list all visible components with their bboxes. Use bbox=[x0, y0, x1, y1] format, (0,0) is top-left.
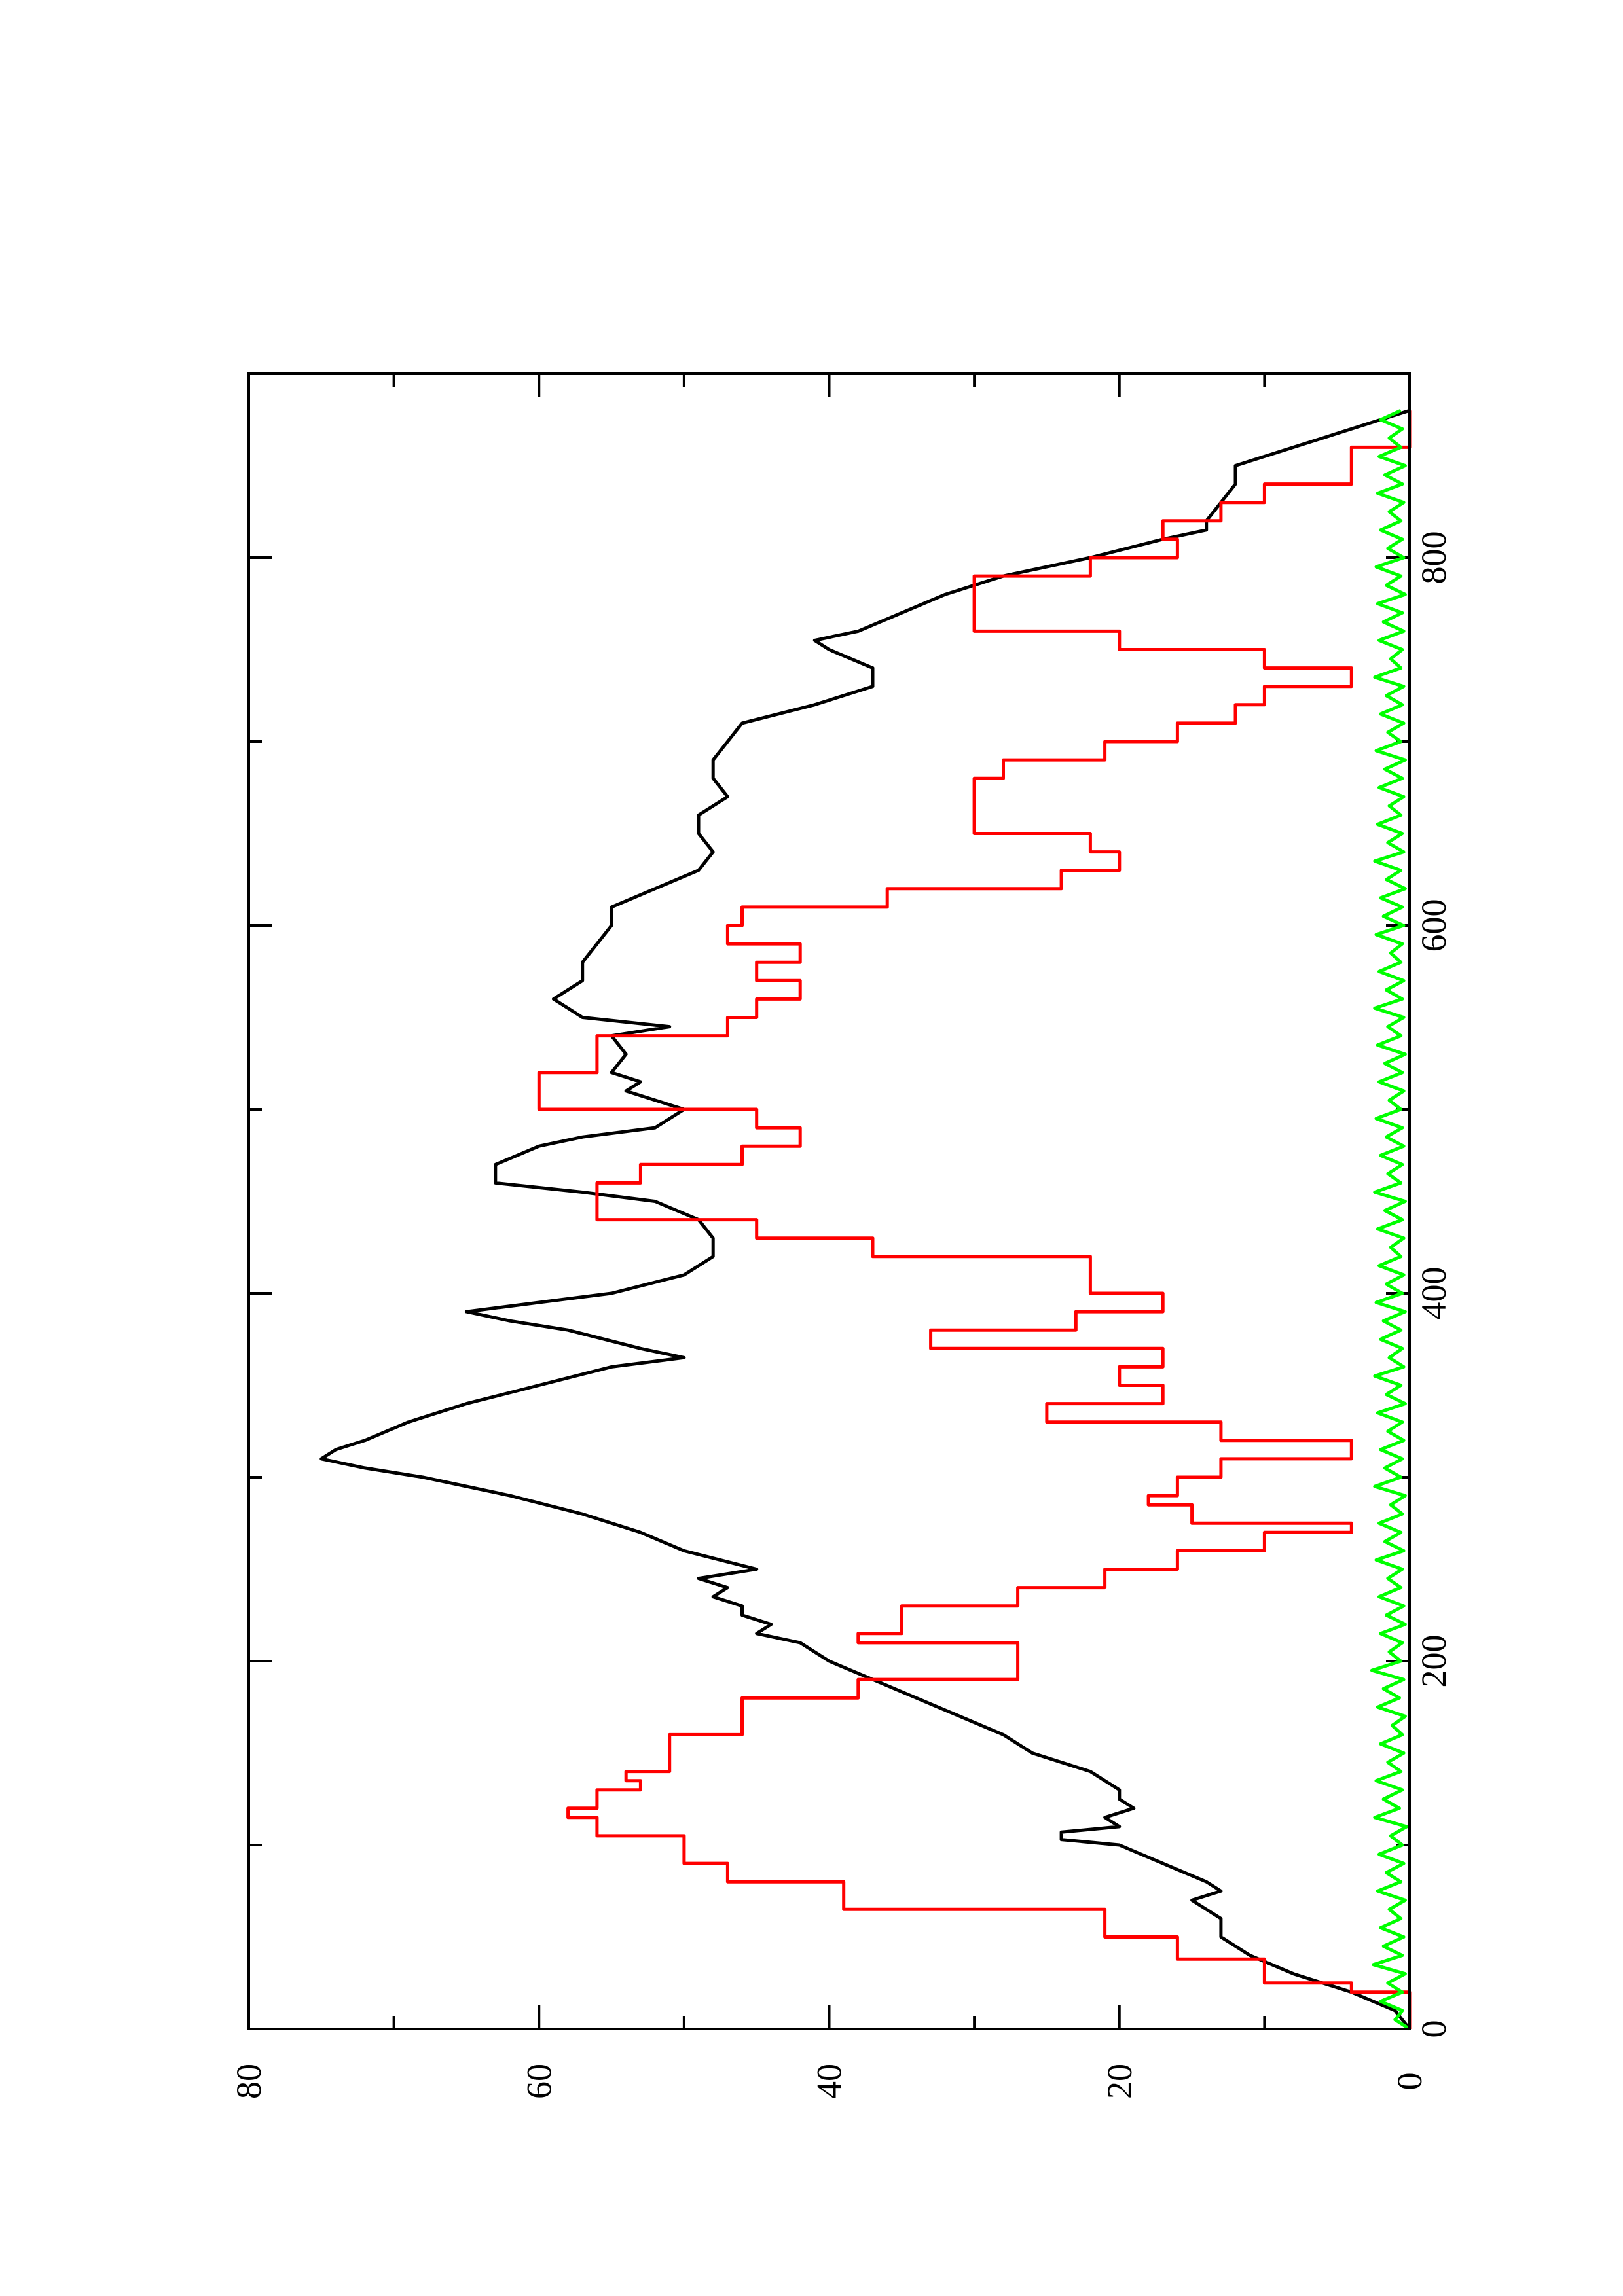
series-layer bbox=[319, 408, 1412, 2031]
y-tick-label: 20 bbox=[1100, 2064, 1139, 2099]
y-tick-label: 0 bbox=[1390, 2073, 1429, 2090]
plot-frame bbox=[247, 372, 1411, 2030]
x-tick-label: 600 bbox=[1414, 899, 1453, 952]
x-tick-label: 400 bbox=[1414, 1267, 1453, 1320]
x-axis: 0 200 400 600 800 bbox=[249, 531, 1453, 2038]
green-series-line bbox=[1370, 408, 1411, 2031]
y-tick-label: 40 bbox=[810, 2064, 849, 2099]
y-tick-label: 60 bbox=[519, 2064, 558, 2099]
red-series-line bbox=[537, 410, 1412, 2029]
x-tick-label: 0 bbox=[1414, 2020, 1453, 2038]
black-series-line bbox=[319, 408, 1411, 2030]
x-tick-label: 200 bbox=[1414, 1635, 1453, 1688]
y-axis: 0 20 40 60 80 bbox=[229, 374, 1429, 2099]
y-tick-label: 80 bbox=[229, 2064, 268, 2099]
x-tick-label: 800 bbox=[1414, 531, 1453, 584]
